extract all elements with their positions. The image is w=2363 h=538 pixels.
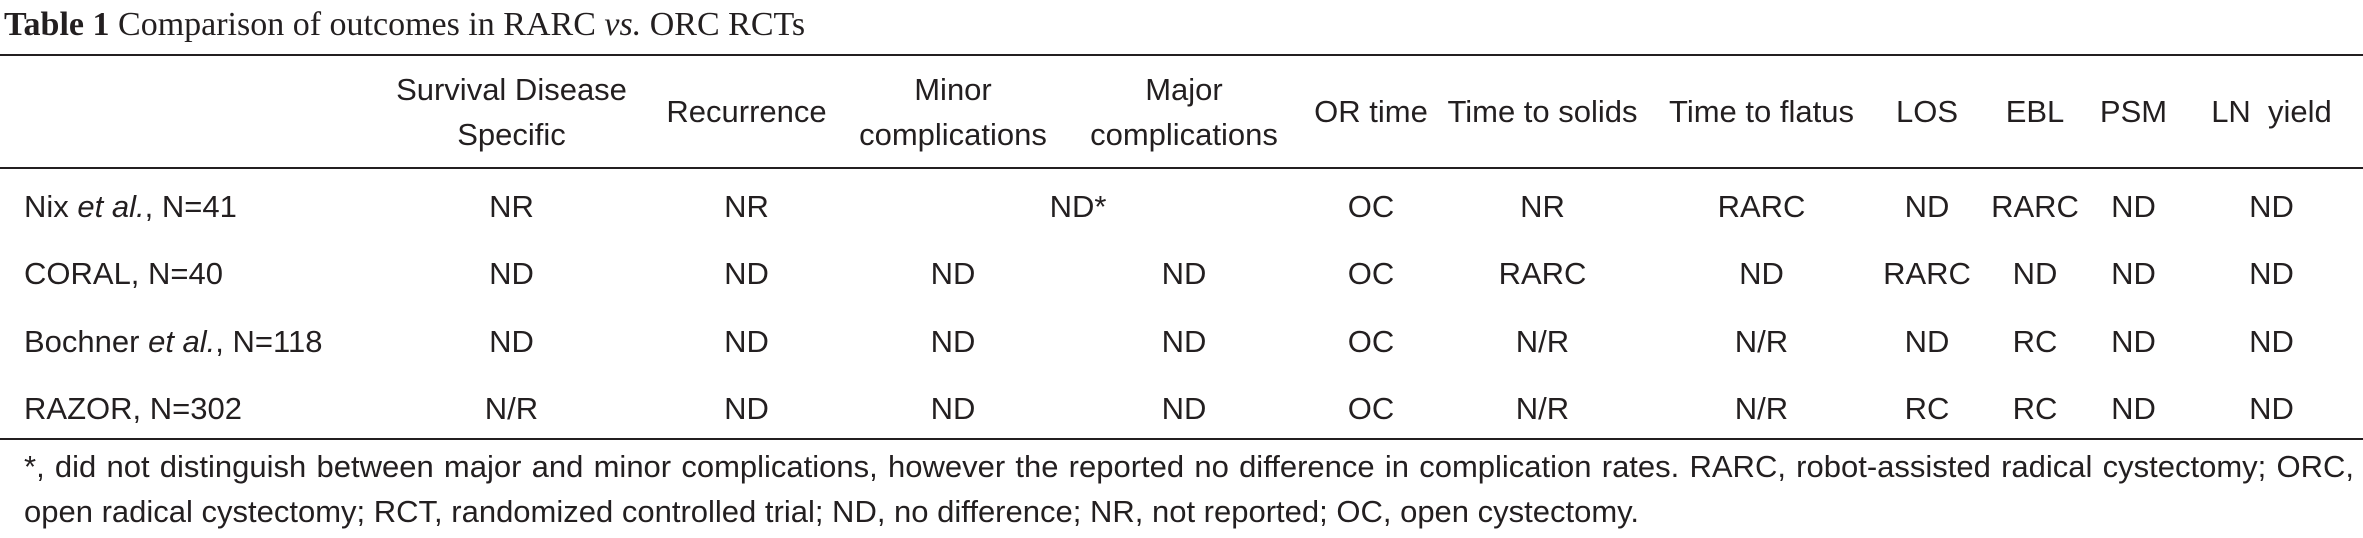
survival-cell: N/R (484, 391, 539, 427)
table-footnote: *, did not distinguish between major and… (24, 449, 2354, 529)
study-cell: Nix et al., N=41 (24, 188, 237, 224)
los-cell: ND (1904, 188, 1950, 224)
header-rule (0, 167, 2363, 169)
or-time-cell: OC (1347, 188, 1395, 224)
ln-yield-cell: ND (2249, 323, 2294, 359)
or-time-cell: OC (1347, 391, 1395, 427)
flatus-cell: ND (1739, 256, 1784, 292)
column-header-or-time: OR time (1314, 94, 1428, 129)
ln-yield-cell: ND (2249, 188, 2294, 224)
recurrence-cell: ND (724, 256, 769, 292)
or-time-cell: OC (1347, 323, 1395, 359)
table-row: Bochner et al., N=118 ND ND ND ND OC N/R… (0, 308, 2363, 376)
caption-vs: vs. (604, 6, 642, 43)
study-cell: Bochner et al., N=118 (24, 323, 323, 359)
psm-cell: ND (2111, 391, 2156, 427)
solids-cell: RARC (1498, 256, 1587, 292)
major-cell: ND (1161, 323, 1207, 359)
los-cell: RARC (1883, 256, 1971, 292)
column-header-los: LOS (1895, 94, 1959, 129)
solids-cell: N/R (1515, 391, 1570, 427)
table-row: CORAL, N=40 ND ND ND ND OC RARC ND RARC … (0, 241, 2363, 309)
solids-cell: N/R (1515, 323, 1570, 359)
outcomes-table: Survival Disease Specific Recurrence Min… (0, 56, 2363, 443)
column-header-recurrence: Recurrence (666, 94, 827, 129)
minor-cell: ND (930, 323, 976, 359)
psm-cell: ND (2111, 256, 2156, 292)
ebl-cell: ND (2012, 256, 2058, 292)
column-header-ln-yield: LN yield (2211, 94, 2332, 129)
survival-cell: ND (489, 256, 534, 292)
column-header-major: Major complications (1090, 71, 1278, 152)
column-header-minor: Minor complications (859, 71, 1047, 152)
flatus-cell: RARC (1717, 188, 1806, 224)
top-rule (0, 54, 2363, 56)
table-row: Nix et al., N=41 NR NR ND* OC NR RARC ND… (0, 167, 2363, 241)
los-cell: ND (1904, 323, 1950, 359)
psm-cell: ND (2111, 323, 2156, 359)
major-cell: ND (1161, 391, 1207, 427)
column-header-solids: Time to solids (1447, 94, 1638, 129)
minor-cell: ND (930, 391, 976, 427)
caption-text-after: ORC RCTs (649, 6, 806, 43)
ln-yield-cell: ND (2249, 391, 2294, 427)
column-header-study (0, 56, 377, 167)
major-cell: ND (1161, 256, 1207, 292)
complications-merged-cell: ND* (1049, 188, 1107, 224)
column-header-ebl: EBL (2005, 94, 2065, 129)
header-row: Survival Disease Specific Recurrence Min… (0, 56, 2363, 167)
study-cell: CORAL, N=40 (24, 256, 224, 292)
study-cell: RAZOR, N=302 (24, 391, 242, 427)
ebl-cell: RC (2012, 391, 2058, 427)
table-label: Table 1 (4, 6, 110, 43)
table-row: RAZOR, N=302 N/R ND ND ND OC N/R N/R RC … (0, 376, 2363, 444)
column-header-psm: PSM (2099, 94, 2168, 129)
bottom-rule (0, 438, 2363, 440)
ebl-cell: RC (2012, 323, 2058, 359)
minor-cell: ND (930, 256, 976, 292)
psm-cell: ND (2111, 188, 2156, 224)
survival-cell: NR (489, 188, 534, 224)
column-header-survival: Survival Disease Specific (396, 71, 627, 152)
caption-text-before: Comparison of outcomes in RARC (118, 6, 596, 43)
flatus-cell: N/R (1734, 391, 1789, 427)
flatus-cell: N/R (1734, 323, 1789, 359)
or-time-cell: OC (1347, 256, 1395, 292)
ebl-cell: RARC (1991, 188, 2079, 224)
recurrence-cell: ND (724, 391, 769, 427)
survival-cell: ND (489, 323, 534, 359)
table-caption: Table 1 Comparison of outcomes in RARC v… (4, 4, 805, 46)
solids-cell: NR (1520, 188, 1565, 224)
los-cell: RC (1904, 391, 1950, 427)
recurrence-cell: NR (724, 188, 769, 224)
column-header-flatus: Time to flatus (1669, 94, 1854, 129)
ln-yield-cell: ND (2249, 256, 2294, 292)
recurrence-cell: ND (724, 323, 769, 359)
